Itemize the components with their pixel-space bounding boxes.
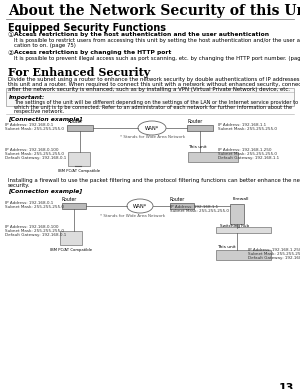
Text: [Connection example]: [Connection example] xyxy=(8,117,82,122)
Bar xyxy=(6,88,294,106)
Text: Default Gateway: 192.168.1.1: Default Gateway: 192.168.1.1 xyxy=(218,156,279,160)
Text: security.: security. xyxy=(8,183,30,188)
Text: IP Address: 192.168.0.1: IP Address: 192.168.0.1 xyxy=(5,123,53,127)
Text: Divide the subnet using a router to enhance the network security by double authe: Divide the subnet using a router to enha… xyxy=(8,77,300,82)
Text: About the Network Security of this Unit: About the Network Security of this Unit xyxy=(8,4,300,18)
Text: Router: Router xyxy=(187,119,202,124)
Text: IP Address: 192.168.0.100: IP Address: 192.168.0.100 xyxy=(5,225,58,229)
Text: Important:: Important: xyxy=(9,95,45,100)
Text: cation to on. (page 75): cation to on. (page 75) xyxy=(14,43,76,48)
Text: Default Gateway: 192.168.1.1: Default Gateway: 192.168.1.1 xyxy=(248,256,300,260)
Bar xyxy=(68,152,90,166)
Text: This unit: This unit xyxy=(217,245,236,249)
Text: this unit and a router. When required to connect this unit with a network withou: this unit and a router. When required to… xyxy=(8,82,300,87)
Text: Firewall: Firewall xyxy=(233,197,250,201)
Text: It is possible to restrict users from accessing this unit by setting the host au: It is possible to restrict users from ac… xyxy=(14,38,300,43)
Text: IBM PC/AT Compatible: IBM PC/AT Compatible xyxy=(58,169,100,173)
Text: IP Address: 192.168.1.250: IP Address: 192.168.1.250 xyxy=(218,148,272,152)
Text: Equipped Security Functions: Equipped Security Functions xyxy=(8,23,166,33)
Text: Subnet Mask: 255.255.255.0: Subnet Mask: 255.255.255.0 xyxy=(218,127,277,131)
Text: Router: Router xyxy=(170,197,185,202)
Bar xyxy=(187,125,213,131)
Text: [Connection example]: [Connection example] xyxy=(8,189,82,194)
Text: Switching hub: Switching hub xyxy=(220,224,249,228)
Text: Subnet Mask: 255.255.255.0: Subnet Mask: 255.255.255.0 xyxy=(248,252,300,256)
Text: Access restrictions by changing the HTTP port: Access restrictions by changing the HTTP… xyxy=(14,50,171,55)
Bar xyxy=(60,231,82,245)
Bar xyxy=(67,125,93,131)
Text: The settings of the unit will be different depending on the settings of the LAN : The settings of the unit will be differe… xyxy=(14,100,298,105)
Bar xyxy=(62,203,86,209)
Text: Subnet Mask: 255.255.255.0: Subnet Mask: 255.255.255.0 xyxy=(170,209,229,213)
Text: This unit: This unit xyxy=(188,145,207,149)
Text: IP Address: 192.168.1.250: IP Address: 192.168.1.250 xyxy=(248,248,300,252)
Text: Access restrictions by the host authentication and the user authentication: Access restrictions by the host authenti… xyxy=(14,32,269,37)
Text: * Stands for Wide Area Network: * Stands for Wide Area Network xyxy=(120,135,185,139)
Bar xyxy=(170,203,194,209)
Text: IP Address: 192.168.0.100: IP Address: 192.168.0.100 xyxy=(5,148,58,152)
Text: Installing a firewall to use the packet filtering and the protocol filtering fun: Installing a firewall to use the packet … xyxy=(8,178,300,183)
Text: Subnet Mask: 255.255.255.0: Subnet Mask: 255.255.255.0 xyxy=(5,127,64,131)
Text: * Stands for Wide Area Network: * Stands for Wide Area Network xyxy=(100,214,165,218)
Text: ①: ① xyxy=(7,32,13,38)
Text: which the unit is to be connected. Refer to an administrator of each network for: which the unit is to be connected. Refer… xyxy=(14,105,292,109)
Text: 13: 13 xyxy=(279,383,294,389)
Bar xyxy=(216,227,271,233)
Text: Subnet Mask: 255.255.255.0: Subnet Mask: 255.255.255.0 xyxy=(5,152,64,156)
Text: IBM PC/AT Compatible: IBM PC/AT Compatible xyxy=(50,248,92,252)
Text: Default Gateway: 192.168.0.1: Default Gateway: 192.168.0.1 xyxy=(5,233,66,237)
Text: WAN*: WAN* xyxy=(145,126,159,131)
Text: For Enhanced Security: For Enhanced Security xyxy=(8,67,150,78)
Text: Router: Router xyxy=(62,197,77,202)
Text: Router: Router xyxy=(67,119,82,124)
Text: It is possible to prevent illegal access such as port scanning, etc. by changing: It is possible to prevent illegal access… xyxy=(14,56,300,61)
Text: Subnet Mask: 255.255.255.0: Subnet Mask: 255.255.255.0 xyxy=(218,152,277,156)
Text: IP Address: 192.168.0.1: IP Address: 192.168.0.1 xyxy=(5,201,53,205)
Text: respective network.: respective network. xyxy=(14,109,64,114)
Text: ②: ② xyxy=(7,50,13,56)
Text: WAN*: WAN* xyxy=(133,204,147,209)
Text: IP Address: 192.168.1.1: IP Address: 192.168.1.1 xyxy=(170,205,218,209)
Text: Subnet Mask: 255.255.255.0: Subnet Mask: 255.255.255.0 xyxy=(5,229,64,233)
Text: Subnet Mask: 255.255.255.0: Subnet Mask: 255.255.255.0 xyxy=(5,205,64,209)
Bar xyxy=(230,204,244,224)
Text: after the network security is enhanced, such as by installing a VPN (Virtual Pri: after the network security is enhanced, … xyxy=(8,87,290,92)
Bar xyxy=(188,152,238,162)
Text: Default Gateway: 192.168.0.1: Default Gateway: 192.168.0.1 xyxy=(5,156,66,160)
Bar xyxy=(216,250,271,260)
Text: IP Address: 192.168.1.1: IP Address: 192.168.1.1 xyxy=(218,123,266,127)
